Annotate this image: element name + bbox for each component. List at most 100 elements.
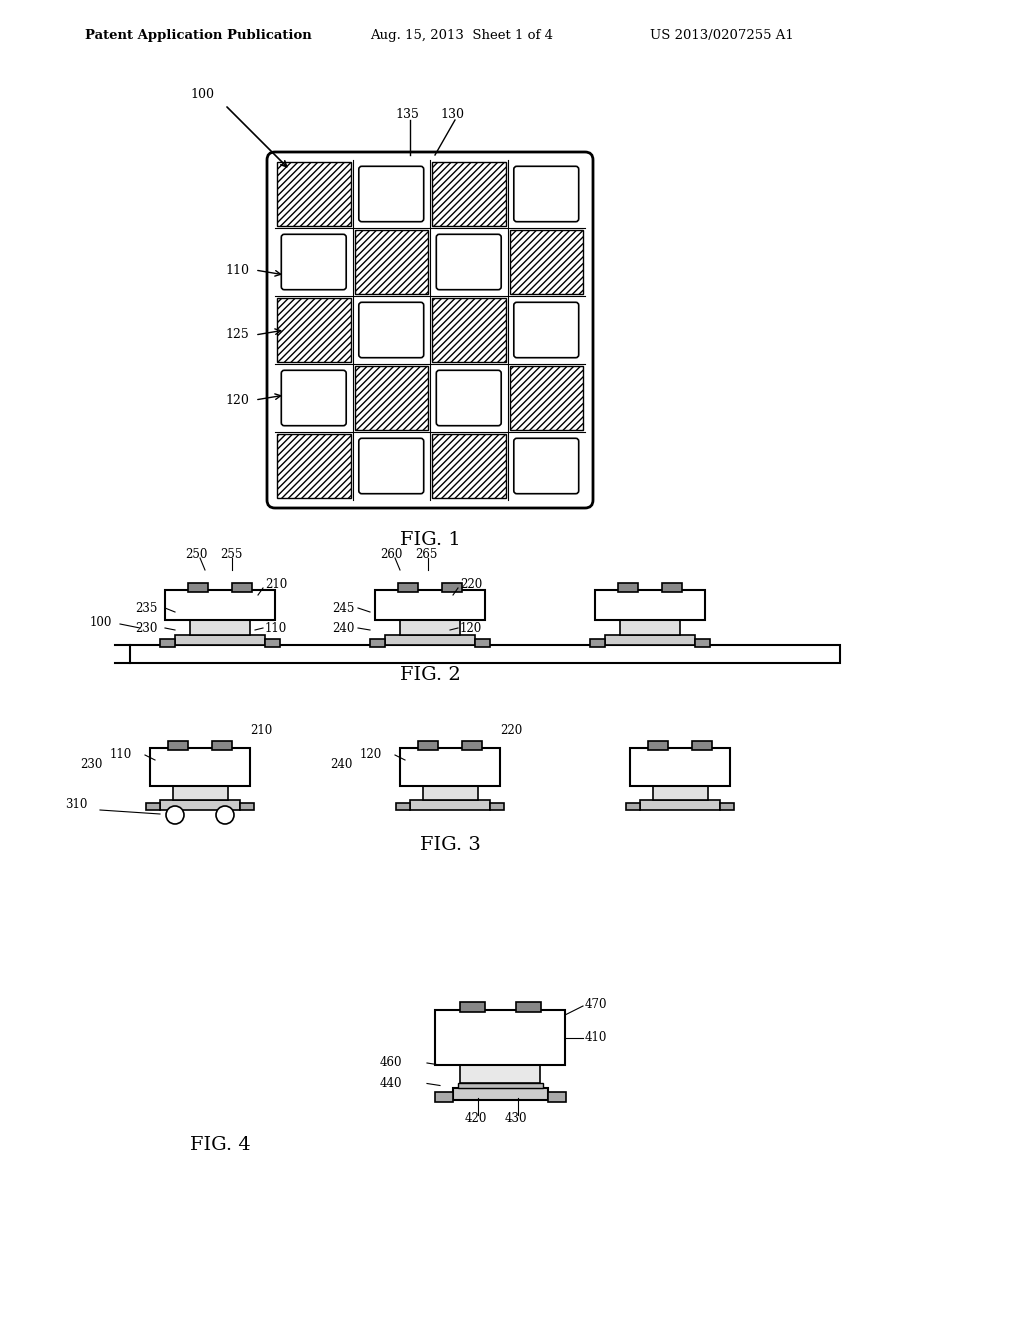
Bar (160, 639, 175, 647)
Circle shape (216, 807, 234, 824)
Text: 210: 210 (265, 578, 288, 591)
Bar (432, 162, 506, 226)
Text: 265: 265 (415, 549, 437, 561)
Bar (431, 297, 507, 363)
Bar (432, 434, 506, 498)
Bar (640, 800, 720, 810)
Bar (130, 645, 840, 663)
FancyBboxPatch shape (282, 371, 346, 425)
FancyBboxPatch shape (358, 438, 424, 494)
Bar (618, 583, 638, 591)
Bar (605, 635, 695, 645)
Bar (720, 803, 734, 810)
Text: 260: 260 (380, 549, 402, 561)
Bar (431, 433, 507, 499)
Bar (146, 803, 160, 810)
Bar (509, 297, 584, 363)
Text: 210: 210 (250, 723, 272, 737)
Text: 230: 230 (135, 622, 158, 635)
Bar (400, 748, 500, 785)
Bar (353, 297, 429, 363)
Text: 120: 120 (225, 393, 249, 407)
Bar (375, 590, 485, 620)
Bar (630, 748, 730, 785)
Bar (276, 366, 351, 432)
Bar (212, 741, 232, 750)
Circle shape (166, 807, 184, 824)
Bar (590, 639, 605, 647)
FancyBboxPatch shape (436, 235, 501, 289)
Bar (240, 803, 254, 810)
Bar (431, 228, 507, 294)
Bar (385, 635, 475, 645)
Bar (353, 228, 429, 294)
Bar (278, 434, 350, 498)
Text: 230: 230 (80, 759, 102, 771)
Bar (442, 583, 462, 591)
Text: 100: 100 (190, 88, 214, 102)
Text: 255: 255 (220, 549, 243, 561)
FancyBboxPatch shape (436, 371, 501, 425)
Text: 235: 235 (135, 602, 158, 615)
Bar (278, 162, 350, 226)
Text: 130: 130 (440, 108, 464, 121)
Bar (410, 800, 490, 810)
Bar (595, 590, 705, 620)
Text: 460: 460 (380, 1056, 402, 1069)
Bar (509, 366, 584, 432)
Bar (172, 785, 227, 800)
Text: 410: 410 (585, 1031, 607, 1044)
Text: FIG. 1: FIG. 1 (399, 531, 461, 549)
Text: 310: 310 (65, 799, 87, 812)
Bar (462, 741, 482, 750)
Bar (509, 161, 584, 227)
Text: 440: 440 (380, 1077, 402, 1090)
Bar (509, 433, 584, 499)
Bar (232, 583, 252, 591)
Bar (353, 161, 429, 227)
Bar (453, 1088, 548, 1100)
Text: 240: 240 (330, 759, 352, 771)
Text: 120: 120 (360, 748, 382, 762)
Text: 250: 250 (185, 549, 208, 561)
Bar (509, 228, 584, 294)
Bar (435, 1010, 565, 1065)
Bar (434, 1092, 453, 1102)
Bar (353, 433, 429, 499)
Bar (190, 620, 250, 635)
Bar (648, 741, 668, 750)
Text: FIG. 3: FIG. 3 (420, 836, 480, 854)
Bar (475, 639, 490, 647)
FancyBboxPatch shape (267, 152, 593, 508)
Bar (168, 741, 188, 750)
Bar (695, 639, 710, 647)
Bar (278, 298, 350, 362)
Bar (276, 228, 351, 294)
Text: US 2013/0207255 A1: US 2013/0207255 A1 (650, 29, 794, 41)
Bar (396, 803, 410, 810)
Text: 220: 220 (460, 578, 482, 591)
Text: 120: 120 (460, 622, 482, 635)
Bar (431, 366, 507, 432)
Bar (418, 741, 438, 750)
Bar (431, 161, 507, 227)
Text: 470: 470 (585, 998, 607, 1011)
Text: 220: 220 (500, 723, 522, 737)
Text: 240: 240 (332, 622, 354, 635)
Text: 430: 430 (505, 1111, 527, 1125)
Bar (160, 800, 240, 810)
Bar (150, 748, 250, 785)
Bar (265, 639, 280, 647)
Bar (276, 161, 351, 227)
Bar (490, 803, 504, 810)
Text: 135: 135 (395, 108, 419, 121)
Text: 110: 110 (225, 264, 249, 276)
FancyBboxPatch shape (514, 302, 579, 358)
FancyBboxPatch shape (282, 235, 346, 289)
Bar (188, 583, 208, 591)
Bar (460, 1065, 540, 1082)
Text: FIG. 2: FIG. 2 (399, 667, 461, 684)
Text: 110: 110 (265, 622, 288, 635)
Bar (354, 366, 428, 430)
Bar (398, 583, 418, 591)
